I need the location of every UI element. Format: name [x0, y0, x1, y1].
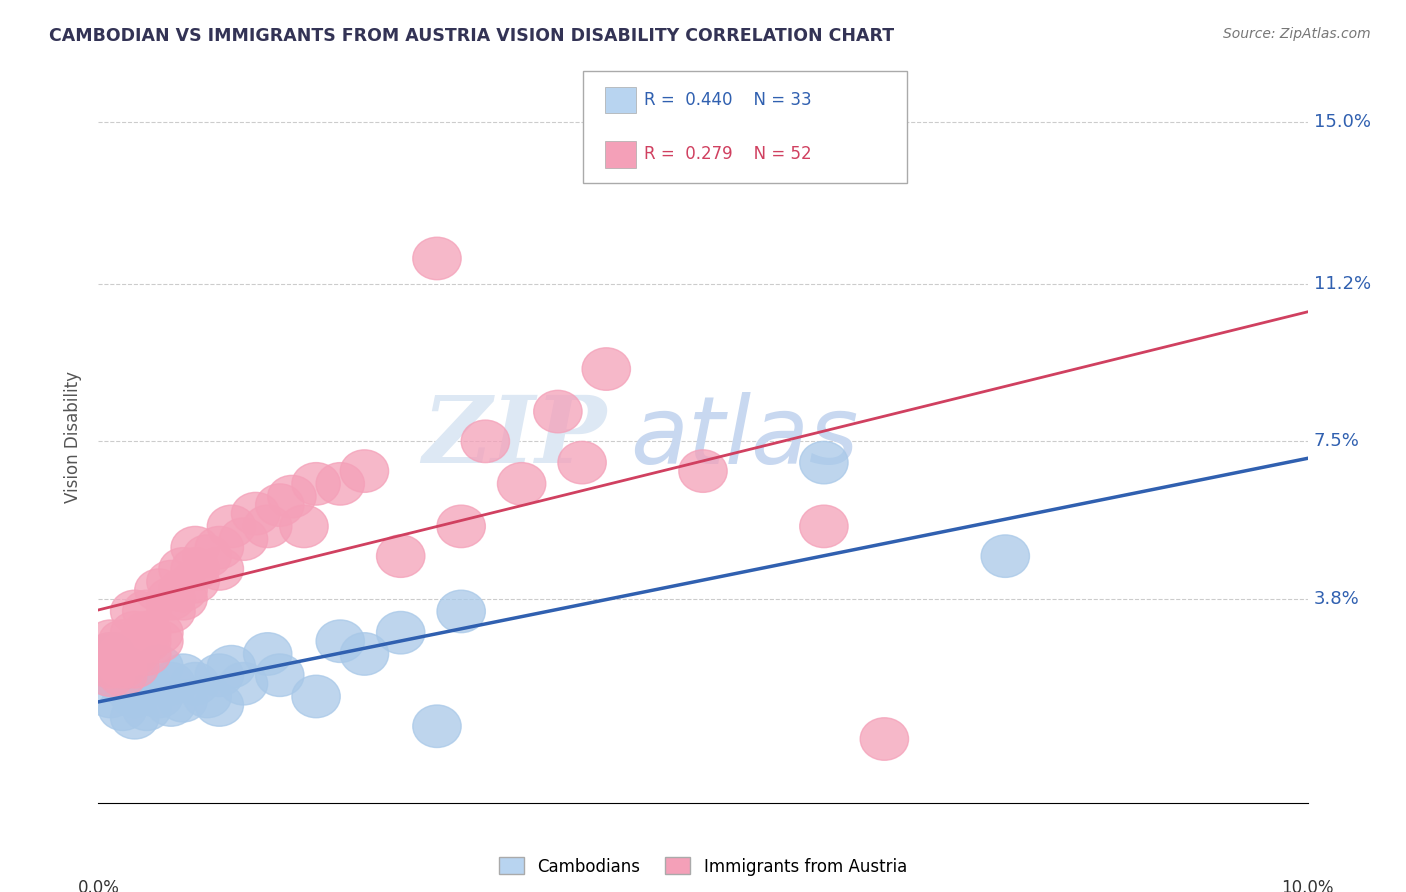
- Ellipse shape: [860, 718, 908, 760]
- Ellipse shape: [86, 654, 135, 697]
- Ellipse shape: [280, 505, 328, 548]
- Ellipse shape: [98, 646, 146, 688]
- Ellipse shape: [256, 654, 304, 697]
- Ellipse shape: [159, 680, 207, 722]
- Ellipse shape: [316, 620, 364, 663]
- Ellipse shape: [122, 611, 172, 654]
- Ellipse shape: [340, 450, 388, 492]
- Ellipse shape: [461, 420, 509, 463]
- Text: ZIP: ZIP: [422, 392, 606, 482]
- Ellipse shape: [243, 632, 292, 675]
- Ellipse shape: [122, 620, 172, 663]
- Ellipse shape: [207, 646, 256, 688]
- Ellipse shape: [159, 654, 207, 697]
- Ellipse shape: [172, 548, 219, 591]
- Ellipse shape: [86, 620, 135, 663]
- Ellipse shape: [172, 526, 219, 569]
- Ellipse shape: [111, 611, 159, 654]
- Ellipse shape: [207, 505, 256, 548]
- Text: 3.8%: 3.8%: [1313, 590, 1360, 607]
- Ellipse shape: [256, 483, 304, 526]
- Ellipse shape: [111, 675, 159, 718]
- Ellipse shape: [195, 654, 243, 697]
- Text: R =  0.440    N = 33: R = 0.440 N = 33: [644, 91, 811, 109]
- Ellipse shape: [316, 463, 364, 505]
- Ellipse shape: [122, 688, 172, 731]
- Ellipse shape: [582, 348, 630, 391]
- Ellipse shape: [122, 591, 172, 632]
- Ellipse shape: [800, 505, 848, 548]
- Ellipse shape: [146, 663, 195, 705]
- Ellipse shape: [292, 463, 340, 505]
- Ellipse shape: [377, 611, 425, 654]
- Text: 0.0%: 0.0%: [77, 880, 120, 892]
- Text: 7.5%: 7.5%: [1313, 433, 1360, 450]
- Ellipse shape: [183, 675, 232, 718]
- Text: 15.0%: 15.0%: [1313, 113, 1371, 131]
- Ellipse shape: [195, 526, 243, 569]
- Ellipse shape: [146, 684, 195, 726]
- Text: atlas: atlas: [630, 392, 859, 483]
- Ellipse shape: [195, 548, 243, 591]
- Ellipse shape: [292, 675, 340, 718]
- Ellipse shape: [98, 620, 146, 663]
- Ellipse shape: [98, 688, 146, 731]
- Ellipse shape: [135, 620, 183, 663]
- Ellipse shape: [86, 632, 135, 675]
- Ellipse shape: [111, 654, 159, 697]
- Ellipse shape: [498, 463, 546, 505]
- Ellipse shape: [195, 684, 243, 726]
- Ellipse shape: [135, 569, 183, 611]
- Ellipse shape: [86, 632, 135, 675]
- Ellipse shape: [159, 569, 207, 611]
- Ellipse shape: [219, 518, 267, 560]
- Ellipse shape: [413, 705, 461, 747]
- Ellipse shape: [86, 675, 135, 718]
- Ellipse shape: [135, 675, 183, 718]
- Y-axis label: Vision Disability: Vision Disability: [65, 371, 83, 503]
- Text: 10.0%: 10.0%: [1281, 880, 1334, 892]
- Ellipse shape: [377, 535, 425, 577]
- Ellipse shape: [98, 654, 146, 697]
- Ellipse shape: [111, 697, 159, 739]
- Ellipse shape: [172, 560, 219, 603]
- Ellipse shape: [340, 632, 388, 675]
- Ellipse shape: [413, 237, 461, 280]
- Ellipse shape: [135, 611, 183, 654]
- Ellipse shape: [437, 591, 485, 632]
- Ellipse shape: [111, 632, 159, 675]
- Text: R =  0.279    N = 52: R = 0.279 N = 52: [644, 145, 811, 163]
- Ellipse shape: [122, 663, 172, 705]
- Ellipse shape: [679, 450, 727, 492]
- Ellipse shape: [98, 663, 146, 705]
- Ellipse shape: [159, 577, 207, 620]
- Ellipse shape: [172, 663, 219, 705]
- Ellipse shape: [534, 391, 582, 433]
- Text: Source: ZipAtlas.com: Source: ZipAtlas.com: [1223, 27, 1371, 41]
- Ellipse shape: [146, 560, 195, 603]
- Ellipse shape: [146, 591, 195, 632]
- Ellipse shape: [981, 535, 1029, 577]
- Ellipse shape: [219, 663, 267, 705]
- Ellipse shape: [437, 505, 485, 548]
- Ellipse shape: [800, 442, 848, 483]
- Legend: Cambodians, Immigrants from Austria: Cambodians, Immigrants from Austria: [492, 851, 914, 882]
- Ellipse shape: [111, 646, 159, 688]
- Text: CAMBODIAN VS IMMIGRANTS FROM AUSTRIA VISION DISABILITY CORRELATION CHART: CAMBODIAN VS IMMIGRANTS FROM AUSTRIA VIS…: [49, 27, 894, 45]
- Ellipse shape: [86, 646, 135, 688]
- Ellipse shape: [146, 577, 195, 620]
- Ellipse shape: [135, 646, 183, 688]
- Ellipse shape: [232, 492, 280, 535]
- Ellipse shape: [243, 505, 292, 548]
- Text: 11.2%: 11.2%: [1313, 275, 1371, 293]
- Ellipse shape: [86, 654, 135, 697]
- Ellipse shape: [98, 632, 146, 675]
- Ellipse shape: [122, 632, 172, 675]
- Ellipse shape: [267, 475, 316, 518]
- Ellipse shape: [111, 591, 159, 632]
- Ellipse shape: [98, 646, 146, 688]
- Ellipse shape: [159, 548, 207, 591]
- Ellipse shape: [183, 535, 232, 577]
- Ellipse shape: [558, 442, 606, 483]
